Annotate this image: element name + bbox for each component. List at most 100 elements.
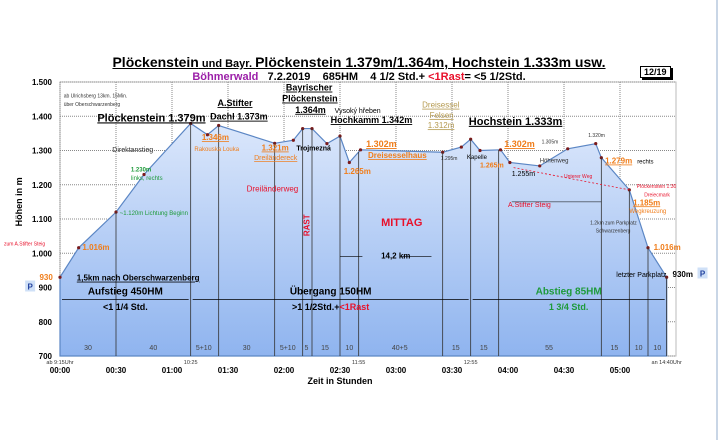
profile-point [325, 142, 329, 146]
x-tick-label: 05:00 [610, 366, 631, 375]
clock-time-label: ab 9:15Uhr [46, 360, 73, 366]
x-axis-label: Zeit in Stunden [308, 376, 373, 386]
chart-annotation: Trojmezná [296, 146, 331, 153]
section-rest: <1Rast [340, 302, 370, 312]
segment-duration: 55 [545, 345, 553, 352]
chart-annotation: ~1.120m Lichtung Beginn [120, 211, 188, 217]
parking-icon [25, 280, 36, 292]
chart-annotation: A.Stifter [217, 98, 253, 108]
section-title: Abstieg 85HM [536, 286, 602, 297]
chart-annotation: 1.185m [633, 198, 660, 207]
chart-annotation: Hochstein 1.333m [469, 116, 563, 128]
y-tick-label: 1.300 [32, 147, 53, 156]
chart-annotation: 1.265m [344, 167, 371, 176]
chart-annotation: Wegkreuzung [629, 209, 666, 215]
x-tick-label: 04:00 [498, 366, 519, 375]
chart-annotation: ab Ulrichsberg 13km. 15Min. [64, 94, 128, 100]
segment-duration: 15 [452, 345, 460, 352]
chart-annotation: 1.279m [605, 157, 632, 166]
chart-annotation: Dreiländereck [254, 155, 298, 162]
parking-label: P [27, 283, 33, 292]
chart-annotation: 1.302m [504, 139, 535, 149]
clock-time-label: 12:55 [464, 360, 478, 366]
chart-annotation: Schwarzenberg [596, 228, 631, 234]
region-label: Böhmerwald [192, 71, 259, 83]
section-time: <1 1/4 Std. [103, 302, 148, 312]
chart-annotation: Dachl 1.373m [210, 112, 268, 122]
y-axis-label: Höhen in m [14, 177, 24, 226]
elevation-gain-label: 685HM [322, 71, 359, 83]
profile-point [498, 148, 503, 152]
chart-annotation: 1.255m [512, 171, 536, 178]
x-tick-label: 04:30 [554, 366, 575, 375]
chart-annotation: 14,2 km [381, 251, 410, 260]
profile-point [142, 172, 146, 177]
chart-annotation: 1.364m [295, 105, 326, 115]
chart-annotation: Felsen [430, 111, 454, 120]
chart-annotation: 1.230m [131, 167, 151, 173]
chart-annotation: rechts [637, 160, 653, 166]
profile-point [594, 142, 598, 146]
segment-duration: 15 [611, 345, 619, 352]
chart-annotation: Dreisesselhaus [368, 151, 427, 160]
chart-annotation: Plöckenstein 1:30 [637, 184, 677, 190]
title-part-2: und Bayr. [198, 58, 256, 70]
section-time: >1 1/2Std.+<1Rast [292, 302, 369, 312]
chart-annotation: letzter Parkplatz [616, 272, 667, 279]
segment-duration: 5 [304, 345, 308, 352]
total-time-label: = <5 1/2Std. [464, 71, 526, 83]
chart-annotation: Plöckenstein 1.379m [97, 112, 205, 124]
chart-annotation: Höhenweg [540, 158, 569, 164]
profile-point [347, 160, 351, 165]
chart-annotation: 1.265m [480, 163, 504, 170]
section-title: Übergang 150HM [290, 284, 372, 297]
chart-annotation: Vysoký hřeben [335, 108, 381, 115]
chart-annotation: Kapelle [467, 155, 488, 161]
title-part-3: Plöckenstein 1.379m/1.364m, Hochstein 1.… [255, 54, 606, 70]
page-number: 12/19 [640, 66, 671, 78]
x-tick-label: 00:00 [50, 366, 71, 375]
elevation-profile-area [59, 122, 668, 357]
profile-point [627, 188, 631, 192]
chart-annotation: 1.016m [654, 243, 681, 252]
y-tick-label: 900 [39, 284, 53, 293]
clock-time-label: 10:25 [184, 360, 198, 366]
parking-label: P [700, 269, 706, 278]
profile-point [459, 145, 463, 149]
chart-annotation: MITTAG [381, 217, 422, 229]
chart-annotation: 1.305m [542, 140, 559, 146]
chart-annotation: 930m [673, 270, 693, 279]
profile-point [538, 164, 542, 168]
chart-annotation: Bayrischer [286, 83, 333, 93]
profile-point [469, 137, 473, 141]
segment-duration: 15 [480, 345, 488, 352]
profile-point [77, 246, 81, 250]
chart-annotation: zum A.Stifter Steig [4, 242, 45, 248]
x-tick-label: 00:30 [106, 366, 127, 375]
chart-annotation: Direktanstieg [112, 147, 153, 154]
clock-time-label: an 14:40Uhr [652, 360, 682, 366]
x-tick-label: 01:00 [162, 366, 183, 375]
chart-annotation: Dreiländerweg [247, 185, 299, 194]
x-tick-label: 02:00 [274, 366, 295, 375]
segment-duration: 30 [84, 345, 92, 352]
chart-annotation: 1.346m [202, 133, 229, 142]
profile-point [291, 138, 295, 142]
profile-point [566, 147, 570, 151]
x-tick-label: 01:30 [218, 366, 239, 375]
y-tick-label: 1.000 [32, 249, 53, 258]
chart-annotation: 930 [39, 273, 53, 282]
chart-annotation: 1.295m [441, 156, 458, 162]
segment-duration: 5+10 [280, 345, 296, 352]
profile-point [508, 160, 512, 165]
y-tick-label: 800 [39, 318, 53, 327]
segment-duration: 40+5 [392, 345, 408, 352]
chart-annotation: 1.016m [82, 243, 109, 252]
chart-annotation: Rakouska Louka [194, 147, 239, 153]
x-tick-label: 03:00 [386, 366, 407, 375]
chart-annotation: Plöckenstein [282, 94, 338, 104]
title-part-1: Plöckenstein [112, 54, 199, 70]
chart-annotation: Unterer Weg [564, 174, 592, 180]
chart-annotation: 1.321m [262, 144, 289, 153]
